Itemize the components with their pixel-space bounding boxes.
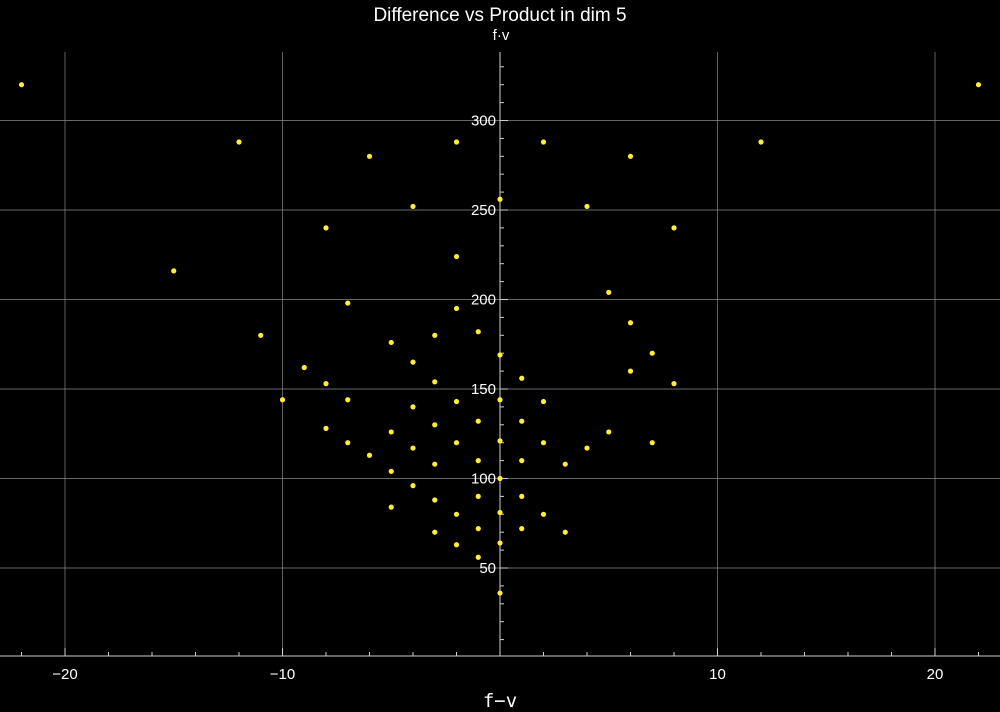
data-point <box>453 440 460 446</box>
data-point <box>388 339 394 346</box>
data-point <box>584 203 590 210</box>
data-point <box>432 379 438 385</box>
data-point <box>497 475 503 482</box>
data-point <box>279 397 286 403</box>
data-point <box>388 429 394 435</box>
data-point <box>584 445 590 451</box>
data-point <box>519 418 525 424</box>
data-point <box>453 542 460 548</box>
data-point <box>18 82 25 88</box>
data-point <box>540 398 547 405</box>
data-point <box>258 332 264 338</box>
data-point <box>432 497 438 503</box>
data-point <box>497 509 503 516</box>
data-point <box>475 329 481 335</box>
data-point <box>649 350 655 356</box>
data-point <box>519 375 525 381</box>
data-point <box>475 554 481 560</box>
data-point <box>366 153 373 159</box>
data-point <box>432 422 438 428</box>
data-point <box>323 381 329 387</box>
data-point <box>606 289 612 295</box>
data-point <box>758 139 764 145</box>
data-point <box>497 590 503 596</box>
data-points <box>18 82 982 596</box>
data-point <box>432 529 438 535</box>
y-tick-label: 150 <box>471 381 496 398</box>
data-point <box>453 511 460 517</box>
data-point <box>432 332 438 338</box>
x-tick-label: −20 <box>52 666 77 683</box>
data-point <box>671 381 677 387</box>
data-point <box>475 526 481 532</box>
data-point <box>497 196 503 202</box>
data-point <box>562 461 568 467</box>
data-point <box>388 504 394 510</box>
data-point <box>627 153 634 159</box>
axis-ticks <box>21 66 979 656</box>
y-tick-label: 250 <box>471 202 496 219</box>
x-tick-label: 20 <box>927 666 944 683</box>
data-point <box>497 438 503 444</box>
data-point <box>562 529 568 535</box>
data-point <box>345 440 351 446</box>
data-point <box>497 540 503 546</box>
data-point <box>345 300 351 306</box>
data-point <box>453 253 460 260</box>
data-point <box>432 461 438 467</box>
data-point <box>475 418 481 424</box>
x-tick-label: −10 <box>270 666 295 683</box>
chart-title: Difference vs Product in dim 5 <box>373 5 626 26</box>
data-point <box>519 493 525 499</box>
data-point <box>323 225 329 231</box>
data-point <box>453 398 460 405</box>
data-point <box>366 452 373 458</box>
data-point <box>410 359 416 365</box>
x-axis-label: f−v <box>483 690 517 712</box>
data-point <box>649 440 655 446</box>
data-point <box>388 468 394 474</box>
data-point <box>540 139 547 145</box>
data-point <box>171 268 177 274</box>
data-point <box>606 429 612 435</box>
data-point <box>475 458 481 464</box>
y-tick-label: 200 <box>471 292 496 309</box>
data-point <box>519 458 525 464</box>
data-point <box>475 493 481 499</box>
y-tick-label: 50 <box>479 560 496 577</box>
data-point <box>627 320 634 326</box>
data-point <box>627 368 634 374</box>
data-point <box>323 425 329 431</box>
y-axis-label: f·v <box>493 27 510 44</box>
data-point <box>540 511 547 517</box>
data-point <box>671 225 677 231</box>
data-point <box>410 445 416 451</box>
y-tick-label: 100 <box>471 471 496 488</box>
data-point <box>410 404 416 410</box>
tick-labels: −20 −10 10 20 50 100 150 200 250 300 <box>52 113 943 684</box>
data-point <box>540 440 547 446</box>
data-point <box>345 397 351 403</box>
data-point <box>410 203 416 210</box>
data-point <box>519 526 525 532</box>
data-point <box>410 483 416 489</box>
data-point <box>453 305 460 312</box>
data-point <box>497 352 503 358</box>
data-point <box>453 139 460 145</box>
data-point <box>236 139 242 145</box>
data-point <box>975 82 982 88</box>
data-point <box>497 397 503 403</box>
data-point <box>301 364 307 371</box>
x-tick-label: 10 <box>709 666 726 683</box>
y-tick-label: 300 <box>471 113 496 130</box>
